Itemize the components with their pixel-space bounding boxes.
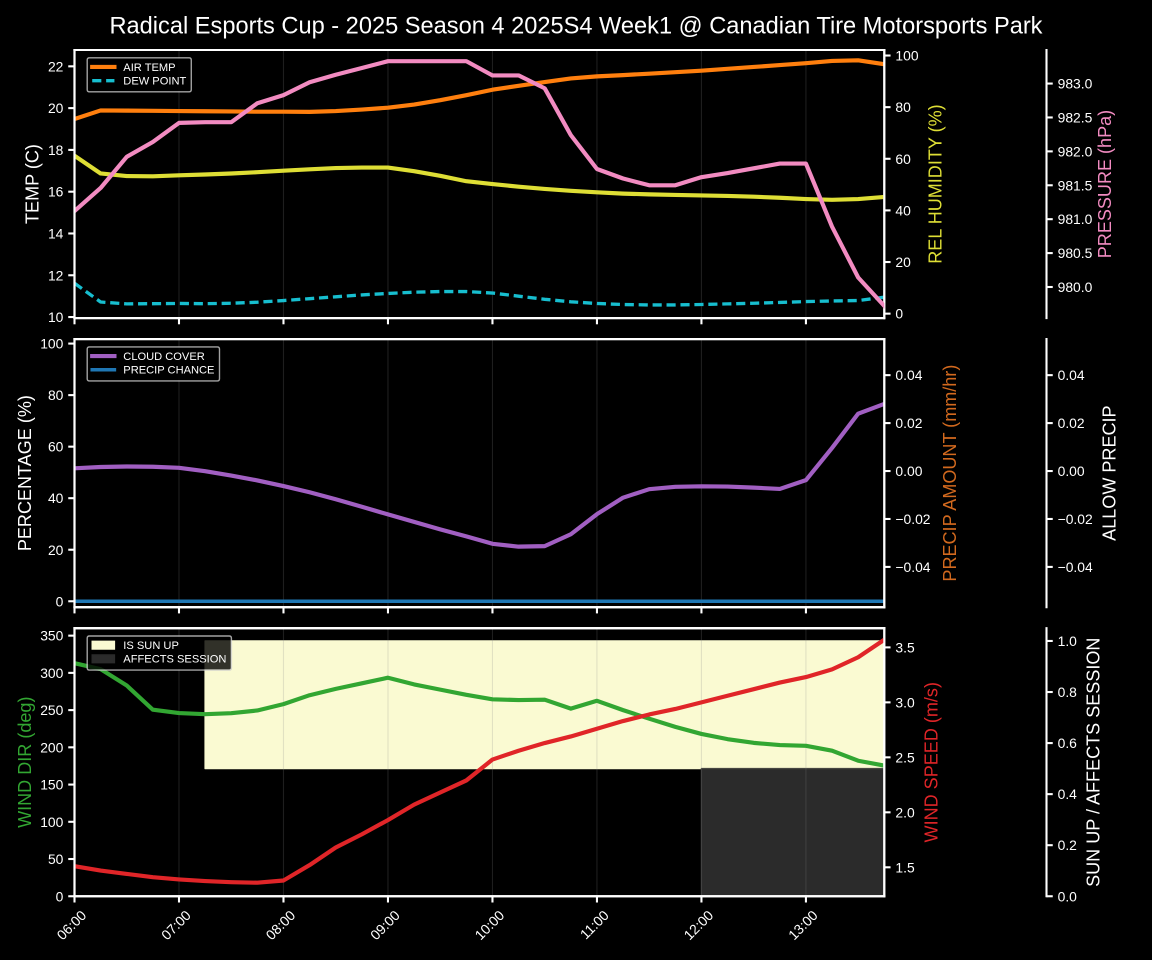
svg-text:−0.04: −0.04 xyxy=(1058,559,1093,575)
svg-text:0: 0 xyxy=(895,306,903,322)
svg-text:PRECIP AMOUNT (mm/hr): PRECIP AMOUNT (mm/hr) xyxy=(940,365,960,582)
svg-text:WIND DIR (deg): WIND DIR (deg) xyxy=(15,697,35,828)
svg-text:−0.04: −0.04 xyxy=(895,559,930,575)
svg-text:0: 0 xyxy=(56,593,64,609)
svg-text:REL HUMIDITY (%): REL HUMIDITY (%) xyxy=(925,104,945,263)
svg-text:40: 40 xyxy=(895,202,911,218)
svg-text:0.02: 0.02 xyxy=(895,415,922,431)
svg-text:ALLOW PRECIP: ALLOW PRECIP xyxy=(1100,405,1120,540)
svg-text:TEMP (C): TEMP (C) xyxy=(23,144,43,224)
svg-text:350: 350 xyxy=(40,628,63,644)
svg-text:0.2: 0.2 xyxy=(1058,837,1078,853)
svg-text:100: 100 xyxy=(40,814,63,830)
svg-text:0: 0 xyxy=(56,888,64,904)
svg-text:IS SUN UP: IS SUN UP xyxy=(123,640,179,652)
svg-text:60: 60 xyxy=(48,439,64,455)
svg-text:50: 50 xyxy=(48,851,64,867)
svg-text:981.5: 981.5 xyxy=(1058,177,1093,193)
svg-text:20: 20 xyxy=(48,100,64,116)
svg-text:980.0: 980.0 xyxy=(1058,279,1093,295)
svg-text:AFFECTS SESSION: AFFECTS SESSION xyxy=(123,654,226,666)
svg-text:980.5: 980.5 xyxy=(1058,245,1093,261)
svg-text:0.0: 0.0 xyxy=(1058,888,1078,904)
svg-text:982.0: 982.0 xyxy=(1058,143,1093,159)
svg-text:983.0: 983.0 xyxy=(1058,76,1093,92)
svg-text:20: 20 xyxy=(48,542,64,558)
svg-text:0.02: 0.02 xyxy=(1058,415,1085,431)
svg-text:0.6: 0.6 xyxy=(1058,735,1078,751)
svg-text:16: 16 xyxy=(48,184,64,200)
svg-text:982.5: 982.5 xyxy=(1058,110,1093,126)
svg-text:Radical Esports Cup - 2025 Sea: Radical Esports Cup - 2025 Season 4 2025… xyxy=(110,14,1043,40)
svg-text:3.0: 3.0 xyxy=(895,694,915,710)
svg-text:250: 250 xyxy=(40,702,63,718)
svg-text:200: 200 xyxy=(40,739,63,755)
svg-text:WIND SPEED (m/s): WIND SPEED (m/s) xyxy=(922,682,942,842)
svg-text:981.0: 981.0 xyxy=(1058,211,1093,227)
svg-text:1.5: 1.5 xyxy=(895,859,915,875)
svg-text:0.04: 0.04 xyxy=(1058,367,1085,383)
svg-text:SUN UP / AFFECTS SESSION: SUN UP / AFFECTS SESSION xyxy=(1084,638,1104,887)
svg-text:0.00: 0.00 xyxy=(895,463,922,479)
svg-text:300: 300 xyxy=(40,665,63,681)
svg-text:60: 60 xyxy=(895,151,911,167)
svg-text:22: 22 xyxy=(48,58,64,74)
svg-text:3.5: 3.5 xyxy=(895,639,915,655)
svg-text:0.04: 0.04 xyxy=(895,367,922,383)
svg-text:40: 40 xyxy=(48,490,64,506)
svg-text:18: 18 xyxy=(48,142,64,158)
svg-text:0.4: 0.4 xyxy=(1058,786,1078,802)
svg-text:2.5: 2.5 xyxy=(895,749,915,765)
svg-text:0.8: 0.8 xyxy=(1058,684,1078,700)
svg-text:10: 10 xyxy=(48,309,64,325)
svg-text:1.0: 1.0 xyxy=(1058,633,1078,649)
svg-text:100: 100 xyxy=(40,336,63,352)
svg-text:0.00: 0.00 xyxy=(1058,463,1085,479)
svg-text:PRECIP CHANCE: PRECIP CHANCE xyxy=(123,365,214,377)
svg-text:AIR TEMP: AIR TEMP xyxy=(123,62,175,74)
svg-text:20: 20 xyxy=(895,254,911,270)
svg-text:150: 150 xyxy=(40,777,63,793)
svg-text:PERCENTAGE (%): PERCENTAGE (%) xyxy=(15,395,35,551)
svg-text:14: 14 xyxy=(48,226,64,242)
svg-text:PRESSURE (hPa): PRESSURE (hPa) xyxy=(1095,110,1115,258)
svg-text:12: 12 xyxy=(48,267,64,283)
svg-text:DEW POINT: DEW POINT xyxy=(123,76,186,88)
svg-text:100: 100 xyxy=(895,48,918,64)
svg-text:CLOUD COVER: CLOUD COVER xyxy=(123,351,204,363)
svg-text:80: 80 xyxy=(48,387,64,403)
svg-text:80: 80 xyxy=(895,99,911,115)
svg-text:2.0: 2.0 xyxy=(895,804,915,820)
svg-text:−0.02: −0.02 xyxy=(895,511,930,527)
svg-text:−0.02: −0.02 xyxy=(1058,511,1093,527)
